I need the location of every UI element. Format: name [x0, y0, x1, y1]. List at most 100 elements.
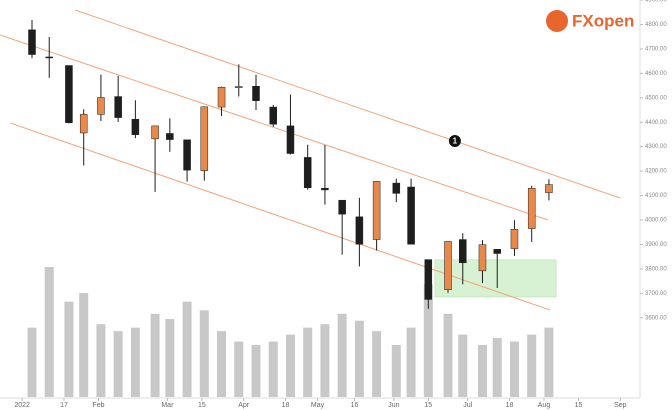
y-tick-label: 4100.00	[645, 193, 667, 199]
candle-body	[252, 86, 260, 101]
volume-bar	[165, 319, 175, 397]
candle-body	[527, 187, 536, 229]
x-tick-label: 18	[506, 402, 514, 409]
candle-body	[444, 241, 452, 290]
candle-body	[45, 56, 53, 59]
y-tick-label: 3700.00	[645, 291, 667, 297]
y-tick-label: 4000.00	[645, 218, 667, 224]
x-tick-label: Mar	[161, 402, 174, 409]
candle-body	[166, 133, 174, 140]
x-tick-label: Aug	[538, 402, 551, 409]
x-tick-label: Sep	[614, 402, 627, 409]
x-tick-label: Feb	[92, 402, 104, 409]
volume-bar	[406, 327, 416, 397]
candle-body	[355, 216, 364, 245]
candle-body	[151, 125, 159, 140]
volume-bar	[443, 313, 453, 397]
volume-bar	[337, 313, 347, 397]
x-tick-label: 2022	[14, 402, 30, 409]
candle-body	[114, 96, 122, 118]
candle-body	[200, 106, 209, 171]
volume-bar	[199, 310, 209, 397]
candle-body	[321, 187, 329, 191]
candle-body	[424, 259, 433, 300]
y-tick-label: 4700.00	[645, 46, 667, 52]
volume-bar	[303, 327, 313, 397]
x-tick-label: 15	[424, 402, 432, 409]
volume-bar	[130, 327, 140, 397]
volume-bar	[234, 341, 244, 397]
volume-bar	[320, 324, 330, 397]
volume-bar	[354, 320, 364, 397]
volume-bar	[44, 267, 54, 397]
y-tick-label: 4400.00	[645, 120, 667, 126]
x-tick-label: Jul	[463, 402, 472, 409]
volume-bar	[285, 334, 295, 397]
x-tick-label: Apr	[238, 402, 250, 409]
volume-bar	[544, 327, 554, 397]
volume-bar	[391, 345, 401, 397]
candle-body	[392, 182, 401, 194]
candle-body	[28, 29, 36, 55]
x-tick-label: 18	[282, 402, 290, 409]
y-tick-label: 4800.00	[645, 22, 667, 28]
volume-bar	[458, 334, 468, 397]
logo: FXopen	[546, 10, 634, 32]
x-tick-label: 17	[60, 402, 68, 409]
logo-icon	[546, 10, 568, 32]
volume-bar	[113, 331, 123, 397]
volume-bar	[268, 341, 278, 397]
y-tick-label: 4300.00	[645, 144, 667, 150]
volume-bar	[372, 331, 382, 397]
candle-body	[338, 199, 346, 215]
candle-body	[269, 106, 277, 125]
candle-body	[407, 186, 415, 245]
candle-body	[65, 65, 73, 123]
candle-body	[79, 114, 88, 134]
y-tick-label: 4900.00	[645, 0, 667, 4]
x-tick-label: 16	[351, 402, 359, 409]
y-tick-label: 4200.00	[645, 169, 667, 175]
candle-body	[217, 87, 226, 108]
x-tick-label: Jun	[388, 402, 399, 409]
volume-bar	[150, 313, 160, 397]
annotation-marker	[448, 135, 461, 148]
x-tick-label: 15	[575, 402, 583, 409]
volume-bar	[477, 345, 487, 397]
channel-line	[0, 34, 549, 221]
volume-bar	[64, 301, 74, 397]
volume-bar	[96, 324, 106, 397]
candle-body	[545, 184, 553, 193]
candle-body	[510, 229, 519, 249]
y-tick-label: 4500.00	[645, 95, 667, 101]
candle-body	[372, 181, 381, 240]
candle-body	[478, 244, 487, 272]
x-tick-label: 15	[198, 402, 206, 409]
candle-body	[286, 125, 295, 154]
candle-body	[183, 139, 191, 171]
candle-body	[303, 157, 312, 188]
y-tick-label: 3900.00	[645, 242, 667, 248]
volume-bar	[492, 338, 502, 397]
volume-bar	[79, 293, 89, 397]
volume-bar	[182, 301, 192, 397]
volume-bar	[251, 345, 261, 397]
volume-bar	[509, 341, 519, 397]
y-tick-label: 3600.00	[645, 315, 667, 321]
candle-body	[493, 249, 501, 254]
volume-bar	[527, 334, 537, 397]
y-tick-label: 4600.00	[645, 71, 667, 77]
candle-body	[131, 119, 140, 135]
candle-body	[235, 86, 243, 89]
candle-body	[459, 239, 467, 264]
candle-body	[97, 97, 105, 115]
x-tick-label: May	[311, 402, 325, 409]
volume-bar	[423, 284, 433, 397]
volume-bar	[27, 327, 37, 397]
volume-bar	[217, 331, 227, 397]
logo-text: FXopen	[572, 11, 634, 30]
channel-line	[9, 122, 551, 311]
channel-line	[74, 9, 621, 199]
